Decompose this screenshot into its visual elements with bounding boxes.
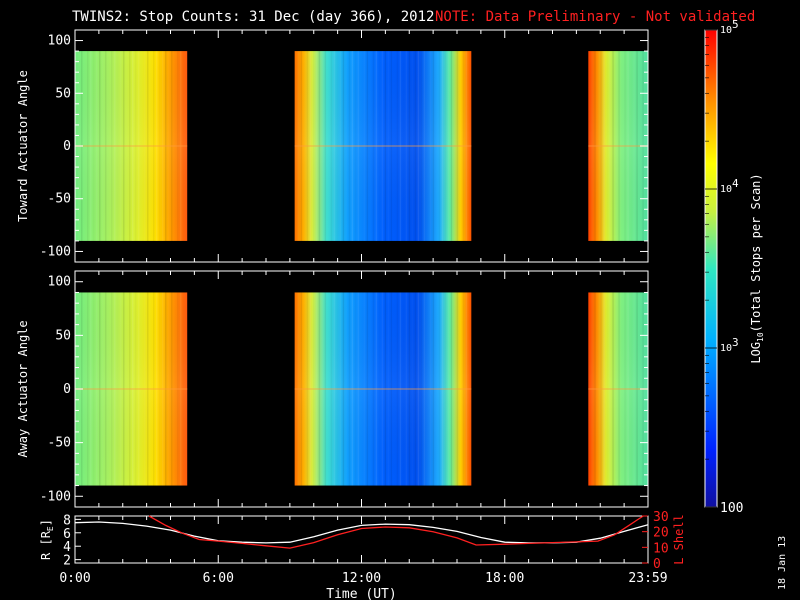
y-tick-label: -50: [48, 436, 71, 451]
l-shell-tick-label: 10: [653, 541, 669, 556]
r-tick-label: 8: [63, 513, 71, 528]
preliminary-note: NOTE: Data Preliminary - Not validated: [435, 9, 755, 25]
y-axis-label: Toward Actuator Angle: [16, 70, 30, 222]
x-axis-label: Time (UT): [326, 587, 396, 600]
colorbar-tick-label: 104: [720, 177, 739, 195]
l-shell-tick-label: 20: [653, 526, 669, 541]
x-tick-label: 6:00: [203, 571, 234, 586]
r-axis-label: R [RE]: [39, 519, 55, 560]
x-tick-label: 23:59: [628, 571, 667, 586]
chart-title: TWINS2: Stop Counts: 31 Dec (day 366), 2…: [72, 9, 434, 25]
r-tick-label: 6: [63, 527, 71, 542]
y-tick-label: -100: [40, 489, 71, 504]
l-shell-tick-label: 30: [653, 510, 669, 525]
x-tick-label: 0:00: [59, 571, 90, 586]
generation-date: 18 Jan 13: [777, 536, 788, 590]
r-tick-label: 4: [63, 540, 71, 555]
y-axis-label: Away Actuator Angle: [16, 320, 30, 457]
colorbar-tick-label: 103: [720, 336, 739, 354]
colorbar-scale: [704, 29, 718, 508]
colorbar: 105 104 103 100 LOG10(Total Stops per Scan): [704, 18, 765, 516]
y-tick-label: 50: [55, 328, 71, 343]
r-tick-label: 2: [63, 554, 71, 569]
toward-angle-panel: 100 50 0 -50 -100 Toward Actuator Angle: [16, 29, 649, 263]
y-tick-label: 50: [55, 86, 71, 101]
y-tick-label: 0: [63, 382, 71, 397]
y-tick-label: 100: [48, 34, 71, 49]
away-angle-panel: 100 50 0 -50 -100 Away Actuator Angle: [16, 270, 649, 508]
colorbar-tick-label: 105: [720, 18, 739, 36]
l-shell-axis-label: L Shell: [672, 514, 686, 565]
y-tick-label: 100: [48, 275, 71, 290]
y-tick-label: -100: [40, 244, 71, 259]
colorbar-label: LOG10(Total Stops per Scan): [749, 173, 765, 363]
x-tick-label: 18:00: [485, 571, 524, 586]
y-tick-label: 0: [63, 139, 71, 154]
l-shell-tick-label: 0: [653, 557, 661, 572]
y-tick-label: -50: [48, 192, 71, 207]
x-tick-label: 12:00: [342, 571, 381, 586]
colorbar-tick-label: 100: [720, 501, 743, 516]
l-shell-line: [148, 515, 644, 549]
